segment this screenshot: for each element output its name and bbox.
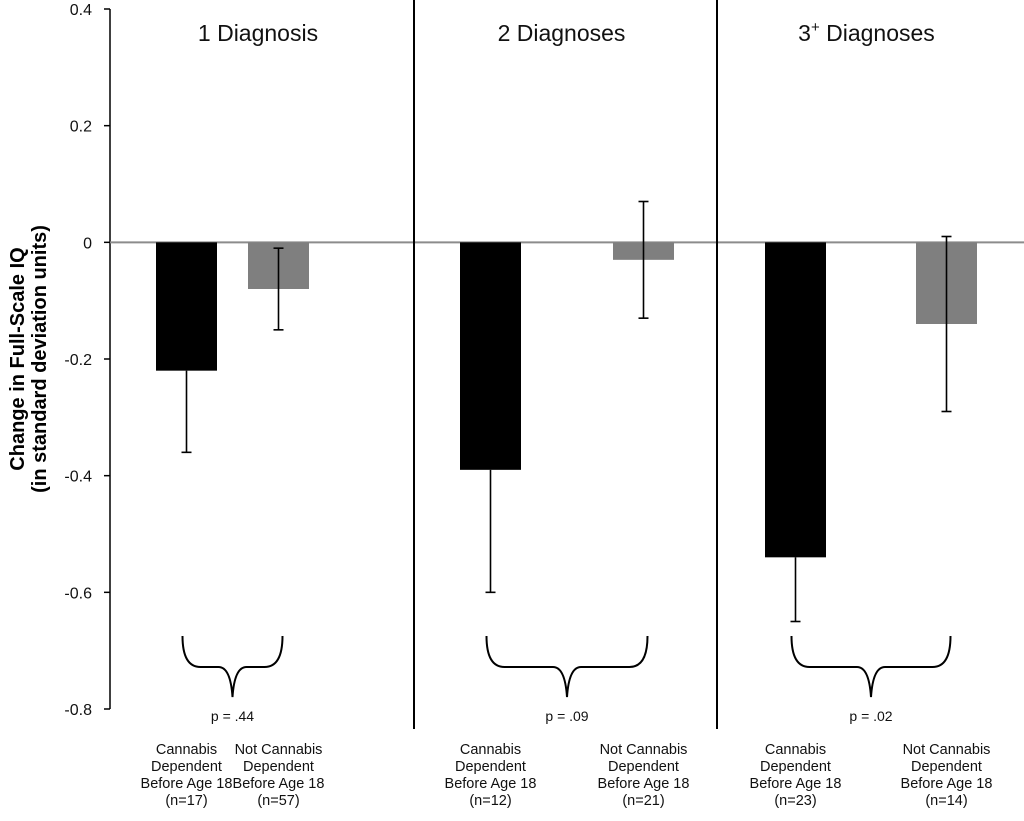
p-value: p = .44	[211, 708, 254, 724]
panel-2: 2 Diagnoses Cannabis Dependent Before Age 1…	[445, 20, 690, 809]
panels: 1 Diagnosis Cannabis Dependent Before Age 1…	[141, 19, 993, 809]
y-axis-title: Change in Full-Scale IQ(in standard devi…	[7, 225, 51, 493]
p-value: p = .02	[849, 708, 892, 724]
comparison-brace	[485, 635, 649, 698]
y-tick-label: 0.4	[70, 2, 92, 19]
y-tick-label: -0.6	[64, 585, 92, 602]
y-tick-label: 0	[83, 235, 92, 252]
comparison-brace	[181, 635, 284, 698]
y-tick-label: -0.4	[64, 469, 92, 486]
y-axis: 0.4 0.2 0 -0.2 -0.4 -0.6 -0.8	[64, 0, 1024, 729]
y-axis-label: Change in Full-Scale IQ(in standard devi…	[7, 225, 51, 493]
comparison-brace	[790, 635, 952, 698]
category-label: Not Cannabis Dependent Before Age 18 (n=57)	[233, 742, 325, 809]
y-tick-label: 0.2	[70, 119, 92, 136]
category-label: Cannabis Dependent Before Age 18 (n=12)	[445, 742, 537, 809]
category-label: Not Cannabis Dependent Before Age 18 (n=21)	[598, 742, 690, 809]
category-label: Not Cannabis Dependent Before Age 18 (n=14)	[901, 742, 993, 809]
panel-title: 2 Diagnoses	[498, 20, 626, 46]
panel-title: 3+ Diagnoses	[798, 19, 935, 46]
bar-cannabis	[765, 242, 826, 558]
category-label: Cannabis Dependent Before Age 18 (n=17)	[141, 742, 233, 809]
bar-cannabis	[460, 242, 521, 470]
panel-3: 3+ Diagnoses Cannabis Dependent Before Age …	[750, 19, 993, 809]
panel-1: 1 Diagnosis Cannabis Dependent Before Age 1…	[141, 20, 325, 809]
panel-title: 1 Diagnosis	[198, 20, 318, 46]
y-tick-label: -0.8	[64, 702, 92, 719]
category-label: Cannabis Dependent Before Age 18 (n=23)	[750, 742, 842, 809]
p-value: p = .09	[545, 708, 588, 724]
bar-cannabis	[156, 242, 217, 371]
y-tick-label: -0.2	[64, 352, 92, 369]
